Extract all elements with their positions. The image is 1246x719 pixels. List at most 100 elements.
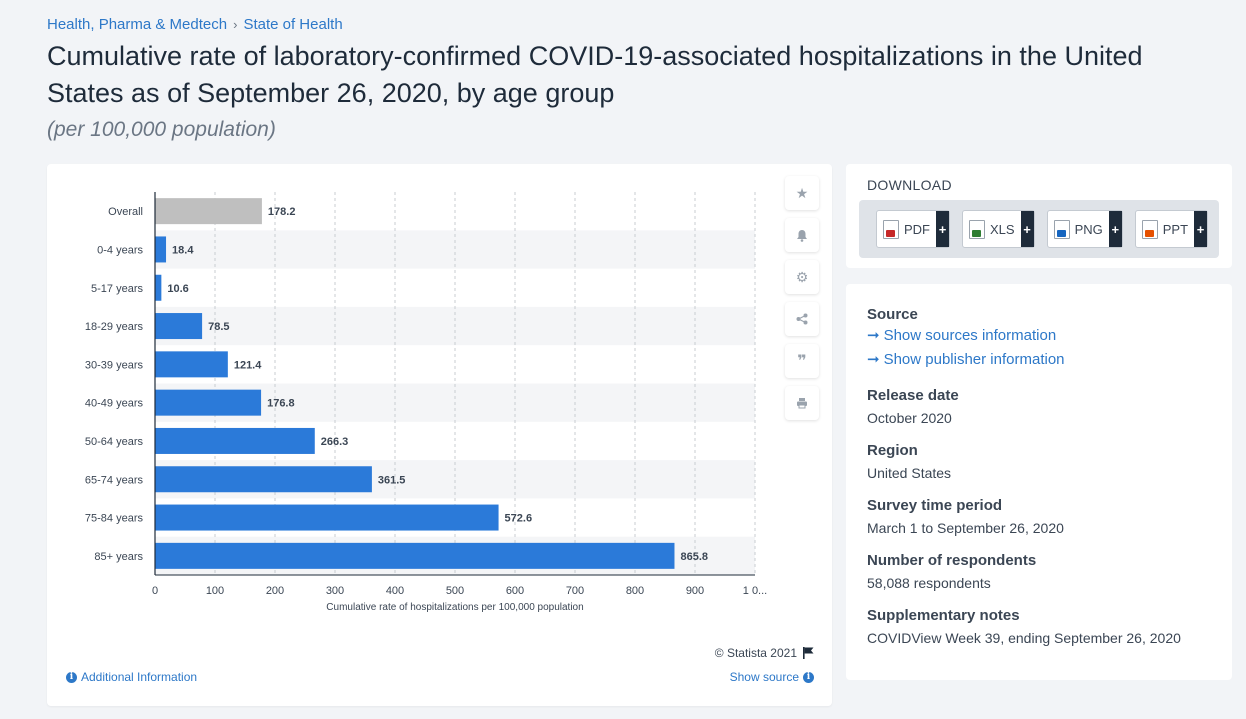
- pdf-file-icon: [883, 219, 899, 239]
- statistic-details-panel: Source ➞ Show sources information ➞ Show…: [846, 284, 1232, 680]
- ppt-file-icon: [1141, 219, 1158, 239]
- plus-icon: +: [1108, 211, 1122, 247]
- data-label: 18.4: [172, 244, 194, 256]
- data-label: 361.5: [378, 474, 406, 486]
- category-label: 30-39 years: [85, 359, 144, 371]
- data-label: 121.4: [234, 359, 262, 371]
- download-ppt-button[interactable]: PPT +: [1134, 210, 1209, 248]
- breadcrumb-separator: ›: [233, 17, 238, 32]
- download-title: DOWNLOAD: [867, 177, 952, 193]
- show-sources-label: Show sources information: [883, 327, 1057, 344]
- x-tick-label: 500: [446, 585, 464, 597]
- plus-icon: +: [936, 211, 949, 247]
- category-label: 40-49 years: [85, 398, 144, 410]
- show-publisher-label: Show publisher information: [883, 351, 1065, 368]
- share-button[interactable]: [785, 302, 819, 336]
- cite-button[interactable]: ❞: [785, 344, 819, 378]
- bar: [155, 542, 675, 569]
- quote-icon: ❞: [797, 353, 807, 370]
- pdf-file-icon-mark: [886, 229, 895, 237]
- bar: [155, 236, 167, 263]
- category-label: Overall: [108, 206, 143, 218]
- favorite-button[interactable]: ★: [785, 176, 819, 210]
- data-label: 572.6: [505, 513, 533, 525]
- plus-icon: +: [1194, 211, 1208, 247]
- x-tick-label: 100: [206, 585, 224, 597]
- x-tick-label: 700: [566, 585, 584, 597]
- bar: [155, 504, 499, 531]
- settings-button[interactable]: ⚙: [785, 260, 819, 294]
- bar: [155, 351, 228, 378]
- statista-credit: © Statista 2021: [715, 646, 814, 660]
- data-label: 176.8: [267, 398, 295, 410]
- x-tick-label: 300: [326, 585, 344, 597]
- category-label: 50-64 years: [85, 436, 144, 448]
- release-date-value: October 2020: [867, 410, 952, 426]
- x-tick-label: 0: [152, 585, 158, 597]
- x-tick-label: 1 0...: [743, 585, 767, 597]
- data-label: 266.3: [321, 436, 349, 448]
- info-icon: i: [66, 671, 77, 683]
- share-icon: [796, 313, 808, 325]
- chart-card: Overall 178.2 0-4 years 18.4 5-17 years 10.6 1…: [47, 164, 832, 706]
- category-label: 18-29 years: [85, 321, 144, 333]
- survey-period-value: March 1 to September 26, 2020: [867, 520, 1064, 536]
- respondents-label: Number of respondents: [867, 552, 1037, 569]
- star-icon: ★: [795, 184, 809, 201]
- source-label: Source: [867, 306, 918, 323]
- show-sources-link[interactable]: ➞ Show sources information: [867, 324, 1217, 348]
- breadcrumb: Health, Pharma & Medtech › State of Heal…: [47, 16, 343, 33]
- download-buttons: PDF + XLS + PNG + PPT +: [859, 200, 1219, 258]
- category-label: 85+ years: [94, 551, 143, 563]
- data-label: 78.5: [208, 321, 229, 333]
- bar: [155, 313, 203, 340]
- supplementary-notes-value: COVIDView Week 39, ending September 26, …: [867, 630, 1181, 646]
- category-label: 75-84 years: [85, 513, 144, 525]
- breadcrumb-link-state-of-health[interactable]: State of Health: [243, 16, 343, 33]
- png-file-icon: [1053, 219, 1070, 239]
- download-xls-button[interactable]: XLS +: [962, 210, 1035, 248]
- data-label: 865.8: [680, 551, 708, 563]
- notify-button[interactable]: [785, 218, 819, 252]
- download-panel: DOWNLOAD PDF + XLS + PNG +: [846, 164, 1232, 268]
- data-label: 178.2: [268, 206, 296, 218]
- credit-text: © Statista 2021: [714, 646, 797, 660]
- respondents-value: 58,088 respondents: [867, 575, 991, 591]
- arrow-right-icon: ➞: [867, 351, 880, 368]
- x-tick-label: 200: [266, 585, 284, 597]
- download-png-label: PNG: [1074, 221, 1103, 237]
- flag-icon[interactable]: [803, 647, 814, 659]
- plus-icon: +: [1020, 211, 1034, 247]
- download-png-button[interactable]: PNG +: [1046, 210, 1123, 248]
- page-title: Cumulative rate of laboratory-confirmed …: [47, 41, 1143, 108]
- show-publisher-link[interactable]: ➞ Show publisher information: [867, 348, 1217, 372]
- bar: [155, 198, 262, 225]
- category-label: 5-17 years: [91, 283, 143, 295]
- print-button[interactable]: [785, 386, 819, 420]
- download-pdf-button[interactable]: PDF +: [876, 210, 950, 248]
- bell-icon: [797, 229, 807, 242]
- supplementary-notes-label: Supplementary notes: [867, 607, 1020, 624]
- x-tick-label: 900: [686, 585, 704, 597]
- png-file-icon-mark: [1056, 229, 1066, 237]
- bar: [155, 274, 162, 301]
- show-source-label: Show source: [729, 670, 799, 684]
- release-date-label: Release date: [867, 387, 959, 404]
- category-label: 65-74 years: [85, 474, 144, 486]
- show-source-link[interactable]: Show source i: [730, 670, 814, 684]
- chart-toolbar: ★ ⚙ ❞: [785, 176, 819, 420]
- download-pdf-label: PDF: [904, 221, 930, 237]
- bar: [155, 427, 315, 454]
- info-icon: i: [803, 671, 814, 683]
- region-label: Region: [867, 442, 918, 459]
- breadcrumb-link-health[interactable]: Health, Pharma & Medtech: [47, 16, 228, 33]
- region-value: United States: [867, 465, 952, 481]
- x-tick-label: 400: [386, 585, 404, 597]
- additional-information-link[interactable]: i Additional Information: [66, 670, 197, 684]
- xls-file-icon-mark: [972, 229, 981, 237]
- x-tick-label: 600: [506, 585, 524, 597]
- print-icon: [797, 398, 807, 409]
- x-axis-title: Cumulative rate of hospitalizations per …: [326, 602, 583, 613]
- bar: [155, 466, 372, 493]
- survey-period-label: Survey time period: [867, 497, 1003, 514]
